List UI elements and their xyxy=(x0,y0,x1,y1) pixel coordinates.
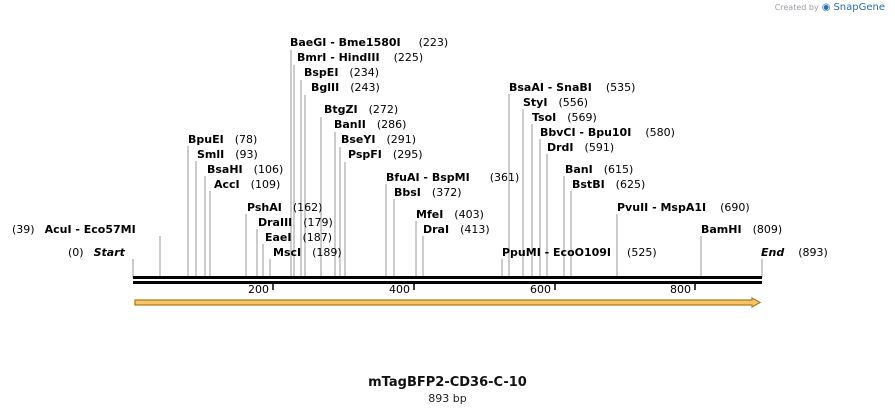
site-label[interactable]: AccI (109) xyxy=(214,178,280,191)
snapgene-logo-icon: ◉ xyxy=(821,2,831,13)
site-label[interactable]: PpuMI - EcoO109I (525) xyxy=(502,246,657,259)
site-label[interactable]: BpuEI (78) xyxy=(188,133,257,146)
map-length: 893 bp xyxy=(428,392,467,405)
feature-arrow[interactable] xyxy=(134,296,762,309)
site-label[interactable]: MscI (189) xyxy=(273,246,342,259)
site-label[interactable]: TsoI (569) xyxy=(532,111,597,124)
site-label[interactable]: BsaHI (106) xyxy=(207,163,283,176)
site-label[interactable]: BbsI (372) xyxy=(394,186,462,199)
ruler: 200 400 600 800 xyxy=(248,283,696,296)
site-label[interactable]: BanII (286) xyxy=(334,118,406,131)
site-label[interactable]: BmrI - HindIII (225) xyxy=(297,51,423,64)
end-label: End (893) xyxy=(761,246,828,259)
site-label[interactable]: BamHI (809) xyxy=(701,223,782,236)
site-label[interactable]: BaeGI - Bme1580I (223) xyxy=(290,36,448,49)
site-label[interactable]: (39) AcuI - Eco57MI xyxy=(12,223,136,236)
site-label[interactable]: BanI (615) xyxy=(565,163,633,176)
site-label[interactable]: BtgZI (272) xyxy=(324,103,398,116)
labels: BaeGI - Bme1580I (223) BmrI - HindIII (225… xyxy=(12,36,828,259)
site-label[interactable]: MfeI (403) xyxy=(416,208,484,221)
site-label[interactable]: DrdI (591) xyxy=(547,141,614,154)
site-label[interactable]: BseYI (291) xyxy=(341,133,416,146)
ruler-tick-label: 400 xyxy=(389,283,410,296)
start-label: (0) Start xyxy=(68,246,126,259)
site-label[interactable]: PvuII - MspA1I (690) xyxy=(617,201,750,214)
site-label[interactable]: DraIII (179) xyxy=(258,216,333,229)
snapgene-brand-text: SnapGene xyxy=(833,2,885,13)
feature-arrow-body[interactable] xyxy=(134,296,762,309)
site-label[interactable]: DraI (413) xyxy=(423,223,490,236)
site-label[interactable]: BbvCI - Bpu10I (580) xyxy=(540,126,675,139)
branding: Created by ◉ SnapGene xyxy=(775,2,885,13)
site-label[interactable]: PspFI (295) xyxy=(348,148,423,161)
site-label[interactable]: BglII (243) xyxy=(311,81,380,94)
site-label[interactable]: EaeI (187) xyxy=(265,231,332,244)
backbone-bottom-strand xyxy=(133,281,762,284)
site-label[interactable]: SmlI (93) xyxy=(197,148,258,161)
site-label[interactable]: BsaAI - SnaBI (535) xyxy=(509,81,635,94)
map-title: mTagBFP2-CD36-C-10 xyxy=(368,375,527,390)
site-label[interactable]: StyI (556) xyxy=(523,96,588,109)
site-lines xyxy=(132,50,763,278)
site-label[interactable]: BstBI (625) xyxy=(572,178,645,191)
site-label[interactable]: BspEI (234) xyxy=(304,66,379,79)
backbone-top-strand xyxy=(133,276,762,279)
site-label[interactable]: PshAI (162) xyxy=(247,201,322,214)
created-by-text: Created by xyxy=(774,3,819,12)
ruler-tick-label: 800 xyxy=(670,283,691,296)
site-label[interactable]: BfuAI - BspMI (361) xyxy=(386,171,519,184)
backbone xyxy=(133,276,762,284)
ruler-tick-label: 600 xyxy=(530,283,551,296)
ruler-tick-label: 200 xyxy=(248,283,269,296)
